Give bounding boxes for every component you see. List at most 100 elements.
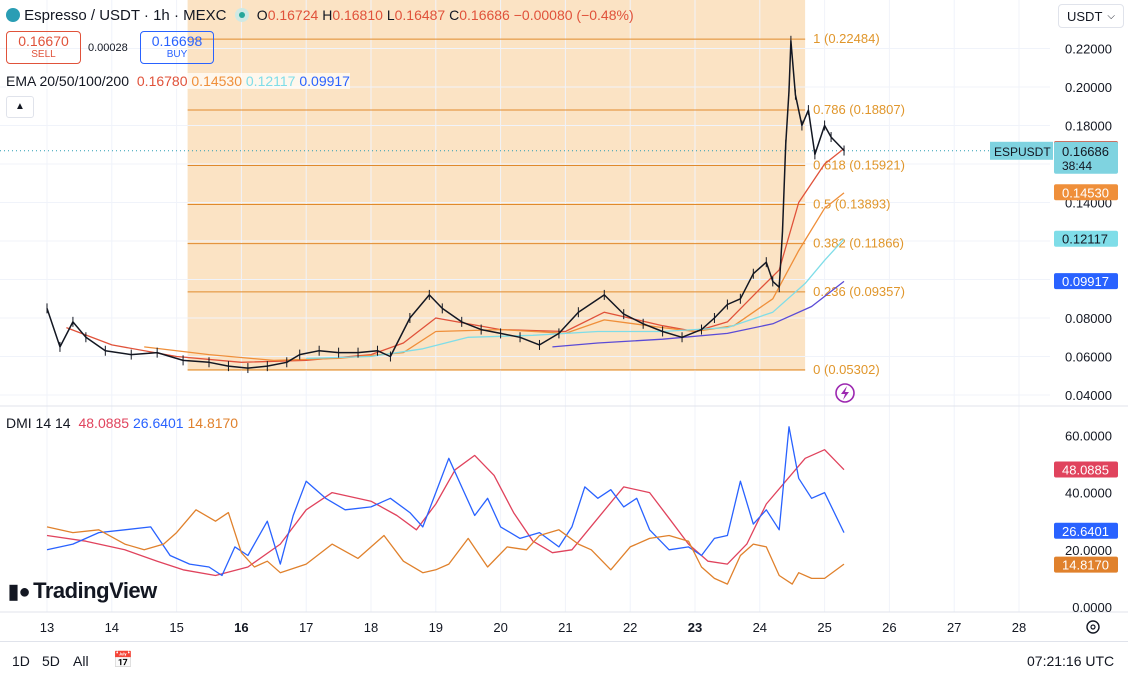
dmi-tag-bg (1054, 522, 1118, 539)
y-tick-label: 0.18000 (1065, 119, 1112, 134)
x-tick-label: 26 (882, 620, 896, 635)
buy-label: BUY (166, 49, 188, 60)
buy-price: 0.16698 (151, 33, 203, 49)
y-tick-label: 0.08000 (1065, 311, 1112, 326)
dmi-tag: 26.6401 (1062, 524, 1109, 539)
tradingview-logo[interactable]: ▮● TradingView (8, 578, 157, 604)
minus-di-value: 14.8170 (187, 415, 239, 431)
range-all-button[interactable]: All (73, 653, 89, 669)
symbol-title[interactable]: Espresso / USDT · 1h · MEXC (24, 7, 227, 24)
sell-button[interactable]: 0.16670 SELL (6, 31, 81, 64)
symbol-tag-bg (990, 141, 1053, 160)
dmi-tick-label: 20.0000 (1065, 543, 1112, 558)
header: Espresso / USDT · 1h · MEXC O0.16724 H0.… (6, 7, 634, 24)
low-label: L (386, 7, 395, 23)
tv-logo-icon: ▮● (8, 581, 31, 603)
high-value: 0.16810 (332, 7, 383, 23)
utc-clock[interactable]: 07:21:16 UTC (1027, 653, 1115, 669)
ema-line (66, 148, 845, 363)
y-tick-label: 0.20000 (1065, 80, 1112, 95)
ema20-value: 0.16780 (136, 73, 188, 89)
open-value: 0.16724 (267, 7, 319, 23)
chevron-down-icon: ⌵ (1107, 11, 1115, 22)
ema-line (552, 280, 845, 348)
sell-label: SELL (31, 49, 56, 60)
fib-level-label: 0.786 (0.18807) (813, 102, 905, 117)
dmi-legend-label: DMI 14 14 (6, 415, 71, 431)
ema-legend[interactable]: EMA 20/50/100/200 0.16780 0.14530 0.1211… (6, 73, 350, 89)
tradingview-logo-text: TradingView (33, 578, 157, 603)
close-value: 0.16686 (459, 7, 510, 23)
fib-level-label: 0.618 (0.15921) (813, 158, 905, 173)
chevron-up-icon: ▲ (15, 101, 25, 112)
ema-line (306, 238, 845, 360)
symbol-tag: ESPUSDT (994, 145, 1051, 159)
last-price-tag: 0.16686 (1062, 144, 1109, 159)
time-axis[interactable]: 13 14 15 16 17 18 19 20 21 22 23 24 25 26 27 28 (40, 620, 1026, 635)
fib-zone (187, 0, 806, 371)
dmi-line (46, 509, 845, 585)
price-tag: 0.12117 (1062, 232, 1108, 247)
adx-value: 48.0885 (78, 415, 130, 431)
ema200-value: 0.09917 (299, 73, 350, 89)
open-label: O (256, 7, 268, 23)
dmi-tick-label: 0.0000 (1072, 600, 1112, 615)
ohlc-values: O0.16724 H0.16810 L0.16487 C0.16686 −0.0… (257, 7, 634, 23)
x-tick-label: 14 (105, 620, 119, 635)
x-tick-label: 15 (169, 620, 183, 635)
x-tick-label: 18 (364, 620, 378, 635)
x-tick-label: 23 (688, 620, 702, 635)
y-tick-label: 0.06000 (1065, 350, 1112, 365)
price-tag: 0.09917 (1062, 274, 1109, 289)
ema-line (144, 192, 845, 362)
dmi-tag-bg (1054, 461, 1118, 478)
change-value: −0.00080 (−0.48%) (513, 7, 634, 23)
price-axis[interactable]: 0.040000.060000.080000.100000.120000.140… (1065, 42, 1112, 404)
fib-level-label: 1 (0.22484) (813, 31, 880, 46)
price-tag: 0.14530 (1062, 185, 1109, 200)
dmi-tag-bg (1054, 556, 1118, 573)
price-tag-bg (1054, 230, 1118, 247)
buy-button[interactable]: 0.16698 BUY (140, 31, 214, 64)
lightning-icon[interactable] (835, 383, 855, 403)
dmi-tick-label: 40.0000 (1065, 486, 1112, 501)
range-1d-button[interactable]: 1D (12, 653, 30, 669)
range-5d-button[interactable]: 5D (42, 653, 60, 669)
bottom-toolbar: 1D 5D All 📅 07:21:16 UTC (0, 641, 1128, 674)
x-tick-label: 16 (234, 620, 248, 635)
sell-price: 0.16670 (18, 33, 69, 49)
x-tick-label: 13 (40, 620, 54, 635)
dmi-legend[interactable]: DMI 14 14 48.0885 26.6401 14.8170 (6, 415, 238, 431)
ema-legend-label: EMA 20/50/100/200 (6, 73, 129, 89)
x-gridlines (0, 0, 1050, 612)
dmi-tag: 48.0885 (1062, 462, 1109, 477)
spread-value: 0.00028 (88, 42, 128, 54)
y-tick-label: 0.04000 (1065, 388, 1112, 403)
fib-level-label: 0 (0.05302) (813, 362, 880, 377)
dmi-line (46, 449, 845, 577)
x-tick-label: 20 (493, 620, 507, 635)
x-tick-label: 24 (753, 620, 767, 635)
ema50-value: 0.14530 (191, 73, 242, 89)
dmi-axis[interactable]: 0.0000 20.0000 40.0000 60.0000 (1065, 428, 1112, 615)
calendar-range-icon[interactable]: 📅 (113, 652, 133, 669)
x-tick-label: 21 (558, 620, 572, 635)
plus-di-value: 26.6401 (132, 415, 184, 431)
currency-select-label: USDT (1067, 9, 1103, 24)
dmi-tag: 14.8170 (1062, 558, 1109, 573)
fib-level-label: 0.5 (0.13893) (813, 197, 890, 212)
countdown-tag: 38:44 (1062, 159, 1092, 173)
ema100-value: 0.12117 (245, 73, 296, 89)
x-tick-label: 22 (623, 620, 637, 635)
high-label: H (322, 7, 333, 23)
price-tag-bg (1054, 184, 1118, 201)
close-label: C (449, 7, 460, 23)
settings-gear-icon[interactable] (1086, 620, 1100, 634)
x-tick-label: 19 (429, 620, 443, 635)
y-tick-label: 0.22000 (1065, 42, 1112, 57)
price-series (46, 35, 845, 374)
collapse-legend-button[interactable]: ▲ (6, 96, 34, 118)
fib-level-label: 0.382 (0.11866) (813, 236, 904, 251)
currency-select[interactable]: USDT ⌵ (1058, 4, 1124, 28)
